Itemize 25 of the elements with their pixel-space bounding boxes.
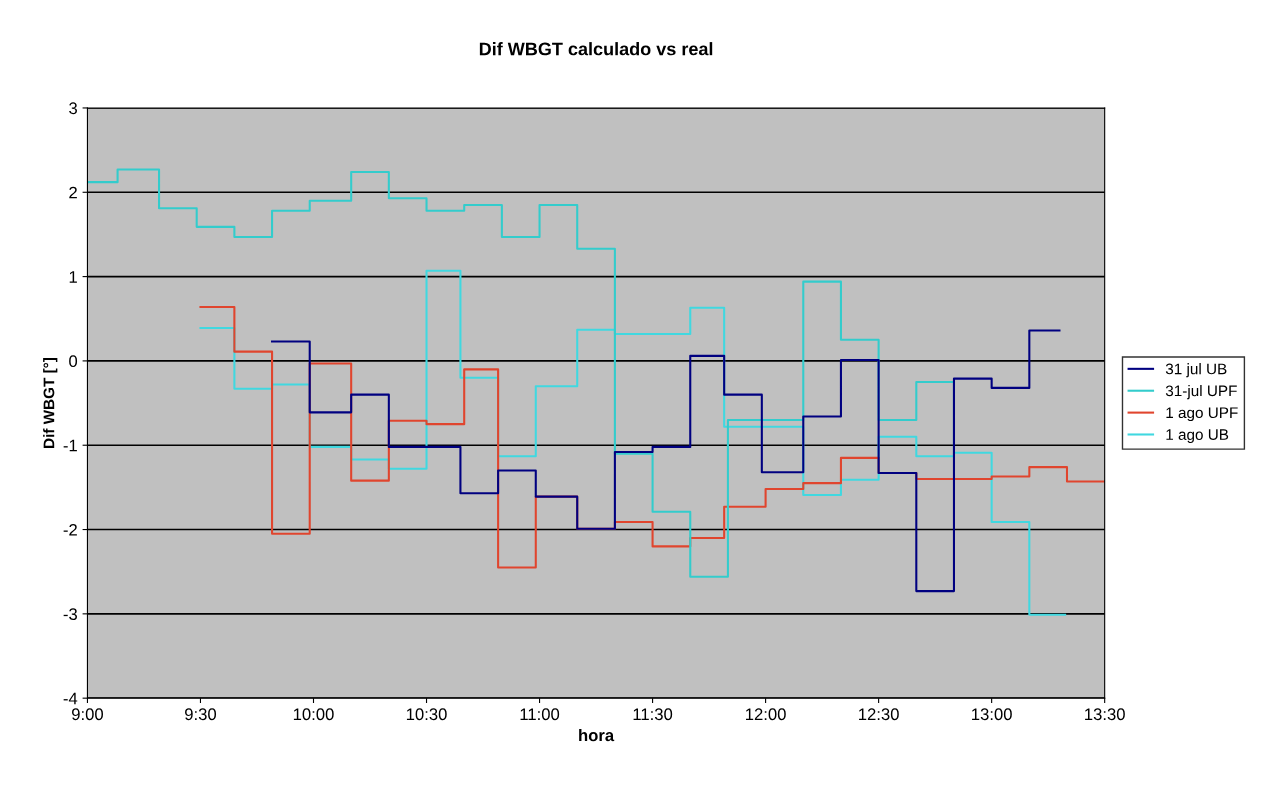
legend-label: 1 ago UB (1166, 429, 1229, 443)
x-tick-label: 10:30 (406, 708, 447, 721)
y-tick-label: 3 (69, 102, 77, 115)
x-tick-label: 10:00 (293, 708, 334, 721)
y-tick-label: -1 (63, 439, 77, 452)
x-tick-label: 13:00 (972, 708, 1012, 721)
y-tick-label: -3 (63, 608, 77, 621)
chart-title: Dif WBGT calculado vs real (479, 42, 713, 56)
y-tick-label: -2 (63, 523, 77, 536)
legend-label: 31 jul UB (1165, 363, 1227, 378)
y-axis-title: Dif WBGT [°] (43, 358, 58, 448)
x-tick-label: 12:00 (746, 708, 786, 721)
y-tick-label: 2 (69, 186, 77, 199)
x-tick-label: 9:00 (72, 708, 104, 721)
y-tick-label: 0 (69, 355, 78, 368)
legend-label: 31-jul UPF (1165, 385, 1237, 400)
x-axis-title: hora (579, 728, 615, 742)
x-tick-label: 12:30 (859, 708, 899, 721)
y-tick-label: 1 (69, 271, 77, 283)
x-tick-label: 11:30 (633, 708, 673, 721)
y-tick-label: -4 (63, 692, 78, 705)
x-tick-label: 13:30 (1085, 708, 1125, 721)
x-tick-label: 11:00 (520, 708, 560, 721)
legend-label: 1 ago UPF (1166, 407, 1238, 422)
x-tick-label: 9:30 (185, 708, 217, 721)
